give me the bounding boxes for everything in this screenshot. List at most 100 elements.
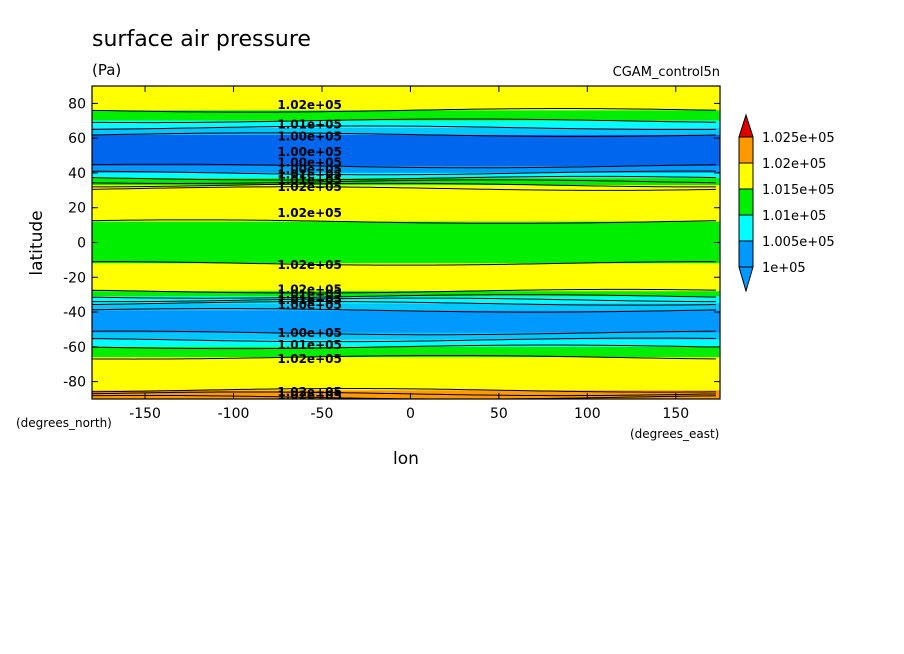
- x-tick-label-4: 50: [490, 406, 508, 422]
- chart-units: (Pa): [92, 61, 121, 79]
- band-1: [92, 110, 720, 121]
- contour-label-17: 1.02e+05: [277, 352, 342, 366]
- contour-label-16: 1.01e+05: [277, 338, 342, 352]
- contour-label-19: 1.02e+05: [277, 389, 342, 403]
- band-19: [92, 390, 720, 399]
- colorbar-top-arrow: [738, 113, 754, 138]
- x-tick-label-3: 0: [406, 406, 415, 422]
- y-tick-label-4: 0: [77, 236, 86, 252]
- y-axis-label: latitude: [27, 210, 47, 275]
- contour-line-20: [92, 354, 717, 360]
- colorbar-label-2: 1.015e+05: [762, 183, 835, 198]
- band-17: [92, 346, 720, 358]
- band-11: [92, 291, 720, 297]
- contour-line-22: [92, 391, 717, 397]
- band-14: [92, 310, 720, 333]
- chart-title: surface air pressure: [92, 27, 311, 52]
- colorbar-label-5: 1e+05: [762, 261, 806, 276]
- contour-label-12: 1.01e+05: [277, 288, 342, 302]
- colorbar-bottom-arrow: [738, 266, 754, 293]
- contour-label-7: 1.01e+05: [277, 173, 342, 187]
- y-tick-label-2: -40: [63, 305, 86, 321]
- pressure-bands: [92, 86, 720, 399]
- x-tick-label-5: 100: [574, 406, 601, 422]
- y-axis-units: (degrees_north): [16, 416, 112, 430]
- contour-line-14: [92, 297, 717, 303]
- contour-labels: 1.02e+051.01e+051.00e+051.00e+051.00e+05…: [277, 98, 342, 403]
- contour-line-11: [92, 261, 716, 266]
- band-16: [92, 339, 720, 347]
- band-2: [92, 120, 720, 128]
- colorbar-label-3: 1.01e+05: [762, 209, 826, 224]
- contour-label-9: 1.02e+05: [277, 206, 342, 220]
- band-9: [92, 221, 720, 264]
- x-tick-label-6: 150: [662, 406, 689, 422]
- contour-line-18: [92, 337, 717, 343]
- x-axis: -150 -100 -50 0 50 100 150: [129, 86, 689, 422]
- band-6: [92, 172, 720, 179]
- contour-line-1: [92, 118, 717, 124]
- contour-line-4: [92, 163, 717, 169]
- contour-line-3: [92, 132, 717, 137]
- contour-line-21: [92, 388, 717, 393]
- colorbar-label-4: 1.005e+05: [762, 235, 835, 250]
- band-5: [92, 165, 720, 173]
- y-axis: -80 -60 -40 -20 0 20 40 60 80: [63, 96, 720, 391]
- contour-line-2: [92, 125, 717, 131]
- band-4: [92, 134, 720, 166]
- x-tick-label-2: -50: [311, 406, 334, 422]
- band-13: [92, 303, 720, 311]
- y-tick-label-0: -80: [63, 375, 86, 391]
- contour-label-14: 1.00e+05: [277, 298, 342, 312]
- contour-label-3: 1.00e+05: [277, 145, 342, 159]
- contour-label-1: 1.01e+05: [277, 117, 342, 131]
- contour-line-16: [92, 308, 717, 313]
- y-tick-label-5: 20: [68, 201, 86, 217]
- band-15: [92, 332, 720, 340]
- contour-line-8: [92, 182, 716, 188]
- x-axis-units: (degrees_east): [630, 427, 719, 441]
- band-3: [92, 127, 720, 135]
- band-12: [92, 296, 720, 304]
- contour-line-6: [92, 175, 717, 181]
- contour-line-10: [92, 219, 717, 224]
- contour-label-0: 1.02e+05: [277, 98, 342, 112]
- y-tick-label-1: -60: [63, 340, 86, 356]
- band-10: [92, 263, 720, 292]
- contour-line-13: [92, 294, 717, 299]
- y-tick-label-8: 80: [68, 96, 86, 112]
- colorbar-swatch-3: [738, 214, 754, 242]
- contour-lines: [92, 108, 717, 399]
- contour-line-17: [92, 330, 717, 336]
- x-axis-label: lon: [393, 449, 419, 469]
- contour-line-5: [92, 170, 717, 176]
- dataset-name: CGAM_control5n: [613, 65, 720, 80]
- colorbar-swatch-1: [738, 162, 754, 190]
- y-tick-label-3: -20: [63, 270, 86, 286]
- contour-label-15: 1.00e+05: [277, 326, 342, 340]
- contour-label-5: 1.00e+05: [277, 162, 342, 176]
- contour-line-12: [92, 288, 717, 294]
- band-8: [92, 185, 720, 222]
- colorbar-label-0: 1.025e+05: [762, 131, 835, 146]
- band-18: [92, 357, 720, 391]
- contour-label-8: 1.02e+05: [277, 180, 342, 194]
- colorbar-swatch-2: [738, 188, 754, 216]
- contour-line-0: [92, 108, 717, 113]
- contour-label-6: 1.01e+05: [277, 168, 342, 182]
- contour-line-7: [92, 179, 717, 184]
- contour-label-13: 1.01e+05: [277, 293, 342, 307]
- band-7: [92, 178, 720, 186]
- colorbar: 1.025e+05 1.02e+05 1.015e+05 1.01e+05 1.005e…: [738, 113, 835, 293]
- contour-label-18: 1.02e+05: [277, 385, 342, 399]
- contour-label-4: 1.00e+05: [277, 156, 342, 170]
- y-tick-label-6: 40: [68, 166, 86, 182]
- x-tick-label-0: -150: [129, 406, 161, 422]
- colorbar-swatch-4: [738, 240, 754, 268]
- contour-label-2: 1.00e+05: [277, 129, 342, 143]
- y-tick-label-7: 60: [68, 131, 86, 147]
- contour-line-15: [92, 301, 717, 306]
- colorbar-swatch-0: [738, 136, 754, 164]
- band-0: [92, 86, 720, 111]
